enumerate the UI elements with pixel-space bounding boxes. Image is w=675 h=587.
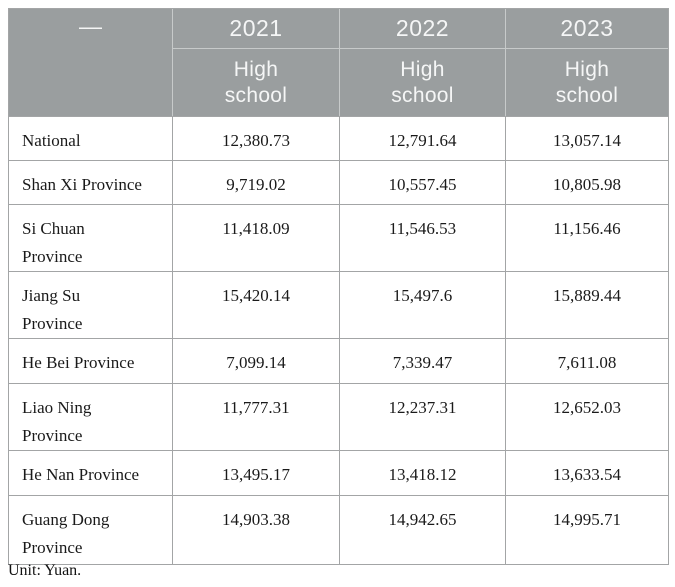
row-label: Jiang Su Province [22,286,83,333]
value-2023: 13,633.54 [505,451,668,495]
value-2021: 15,420.14 [172,272,339,338]
value-2023: 13,057.14 [505,117,668,160]
value-2021: 11,418.09 [172,205,339,271]
table-header: — 2021 2022 2023 High school High school… [9,9,668,116]
value-2022: 14,942.65 [339,496,505,564]
value-2023: 12,652.03 [505,384,668,450]
province-spending-table: — 2021 2022 2023 High school High school… [8,8,669,565]
value-2022: 12,791.64 [339,117,505,160]
corner-dash: — [79,13,102,39]
table-row-hebei: He Bei Province 7,099.14 7,339.47 7,611.… [9,338,668,383]
value-2023: 11,156.46 [505,205,668,271]
value-2021: 7,099.14 [172,339,339,383]
value-2022: 12,237.31 [339,384,505,450]
value-2021: 14,903.38 [172,496,339,564]
row-label: Si Chuan Province [22,219,85,266]
value-2021: 12,380.73 [172,117,339,160]
value-2023: 14,995.71 [505,496,668,564]
unit-footnote: Unit: Yuan. [8,562,82,579]
value-2021: 13,495.17 [172,451,339,495]
value-2022: 7,339.47 [339,339,505,383]
header-corner-cell: — [9,9,172,116]
header-sub-2021: High school [172,48,339,116]
table-row-sichuan: Si Chuan Province 11,418.09 11,546.53 11… [9,204,668,271]
table-row-shanxi: Shan Xi Province 9,719.02 10,557.45 10,8… [9,160,668,204]
header-sub-2023: High school [505,48,668,116]
value-2022: 13,418.12 [339,451,505,495]
table-row-guangdong: Guang Dong Province 14,903.38 14,942.65 … [9,495,668,564]
row-label: He Bei Province [22,353,135,372]
table-row-liaoning: Liao Ning Province 11,777.31 12,237.31 1… [9,383,668,450]
value-2022: 11,546.53 [339,205,505,271]
value-2023: 7,611.08 [505,339,668,383]
row-label: Guang Dong Province [22,510,110,557]
header-year-2021: 2021 [172,9,339,48]
row-label: Liao Ning Province [22,398,92,445]
row-label: He Nan Province [22,465,140,484]
value-2021: 9,719.02 [172,161,339,204]
table-row-national: National 12,380.73 12,791.64 13,057.14 [9,116,668,160]
table-row-jiangsu: Jiang Su Province 15,420.14 15,497.6 15,… [9,271,668,338]
header-sub-2022: High school [339,48,505,116]
value-2022: 10,557.45 [339,161,505,204]
value-2023: 10,805.98 [505,161,668,204]
header-year-2023: 2023 [505,9,668,48]
value-2022: 15,497.6 [339,272,505,338]
table-row-henan: He Nan Province 13,495.17 13,418.12 13,6… [9,450,668,495]
table-body: National 12,380.73 12,791.64 13,057.14 S… [9,116,668,564]
value-2023: 15,889.44 [505,272,668,338]
row-label: National [22,131,81,150]
row-label: Shan Xi Province [22,175,142,194]
header-year-2022: 2022 [339,9,505,48]
value-2021: 11,777.31 [172,384,339,450]
